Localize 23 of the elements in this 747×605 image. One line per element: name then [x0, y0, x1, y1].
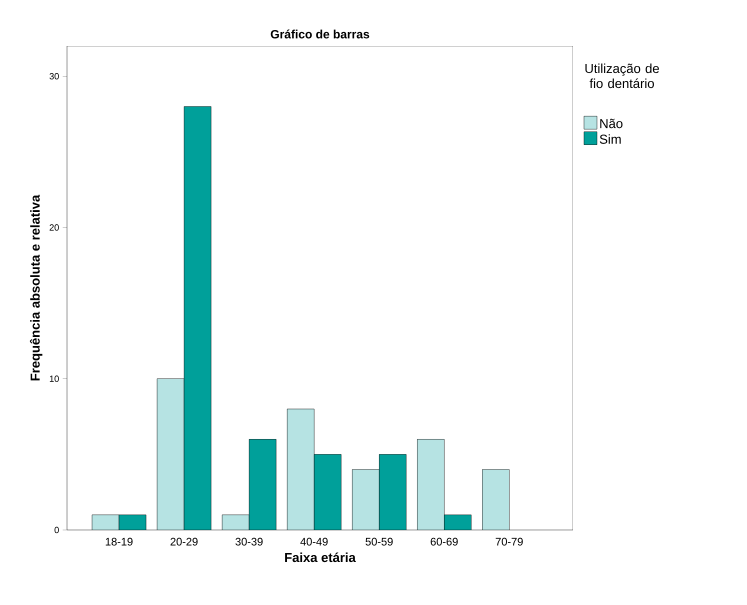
bar	[184, 106, 212, 530]
x-axis-title: Faixa etária	[285, 552, 356, 562]
bar	[119, 514, 146, 530]
bar	[249, 439, 276, 530]
x-tick-label: 18-19	[106, 538, 133, 546]
bar	[379, 454, 406, 530]
legend-label: Não	[600, 118, 622, 128]
y-tick-label: 30	[50, 73, 59, 80]
x-tick-label: 40-49	[300, 538, 328, 546]
legend-label: Sim	[600, 134, 621, 144]
x-tick-label: 30-39	[235, 538, 263, 546]
x-tick-label: 60-69	[430, 538, 458, 546]
bar	[444, 514, 472, 530]
y-tick-label: 0	[54, 526, 59, 534]
y-axis-title: Frequência absoluta e relativa	[30, 194, 42, 380]
x-tick-label: 20-29	[170, 538, 198, 546]
bar	[314, 454, 342, 530]
chart-title: Gráfico de barras	[270, 30, 370, 38]
legend-title: Utilização de fio dentário	[585, 64, 659, 88]
x-tick-label: 50-59	[366, 538, 393, 546]
x-tick-label: 70-79	[496, 538, 523, 546]
y-tick-label: 20	[50, 224, 59, 231]
y-tick-label: 10	[50, 376, 59, 382]
